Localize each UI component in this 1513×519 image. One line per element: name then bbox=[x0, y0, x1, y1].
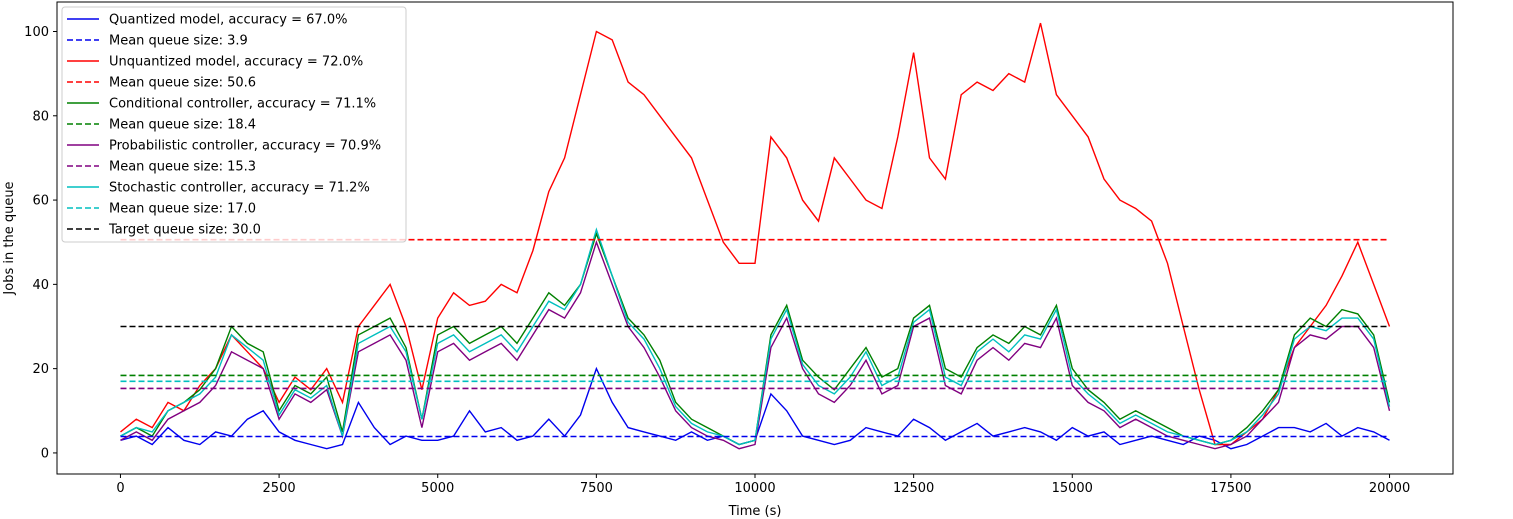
x-axis: 0 2500 5000 7500 10000 12500 15000 17500 20000 bbox=[116, 474, 1410, 496]
x-tick-label: 7500 bbox=[580, 481, 613, 496]
legend-label: Unquantized model, accuracy = 72.0% bbox=[109, 55, 363, 70]
legend-label: Stochastic controller, accuracy = 71.2% bbox=[109, 181, 370, 196]
x-tick-label: 2500 bbox=[263, 481, 296, 496]
y-tick-label: 100 bbox=[24, 25, 49, 40]
legend-label: Mean queue size: 17.0 bbox=[109, 202, 256, 217]
y-axis-label: Jobs in the queue bbox=[2, 181, 17, 295]
series-line-stochastic-controller-accuracy-71-2 bbox=[120, 227, 1391, 446]
legend-label: Conditional controller, accuracy = 71.1% bbox=[109, 97, 376, 112]
y-tick-label: 40 bbox=[32, 278, 49, 293]
x-axis-label: Time (s) bbox=[728, 504, 782, 519]
y-tick-label: 0 bbox=[41, 446, 49, 461]
legend-label: Quantized model, accuracy = 67.0% bbox=[109, 13, 347, 28]
legend-box bbox=[61, 6, 407, 243]
legend: Quantized model, accuracy = 67.0% Mean qu… bbox=[61, 6, 407, 243]
y-tick-label: 60 bbox=[32, 194, 49, 209]
x-tick-label: 5000 bbox=[421, 481, 454, 496]
series-line-unquantized-model-accuracy-72-0 bbox=[120, 22, 1391, 446]
x-tick-label: 0 bbox=[116, 481, 124, 496]
legend-label: Probabilistic controller, accuracy = 70.… bbox=[109, 139, 381, 154]
y-axis: 0 20 40 60 80 100 bbox=[24, 25, 57, 461]
x-tick-label: 12500 bbox=[893, 481, 934, 496]
legend-label: Mean queue size: 18.4 bbox=[109, 118, 256, 133]
y-tick-label: 80 bbox=[32, 109, 49, 124]
legend-label: Target queue size: 30.0 bbox=[108, 223, 261, 238]
y-tick-label: 20 bbox=[32, 362, 49, 377]
x-tick-label: 17500 bbox=[1210, 481, 1251, 496]
x-tick-label: 15000 bbox=[1052, 481, 1093, 496]
legend-label: Mean queue size: 50.6 bbox=[109, 76, 256, 91]
series-line-probabilistic-controller-accuracy-70-9 bbox=[120, 240, 1391, 450]
x-tick-label: 10000 bbox=[734, 481, 775, 496]
x-tick-label: 20000 bbox=[1369, 481, 1410, 496]
legend-label: Mean queue size: 15.3 bbox=[109, 160, 256, 175]
legend-label: Mean queue size: 3.9 bbox=[109, 34, 248, 49]
series-line-conditional-controller-accuracy-71-1 bbox=[120, 231, 1391, 446]
